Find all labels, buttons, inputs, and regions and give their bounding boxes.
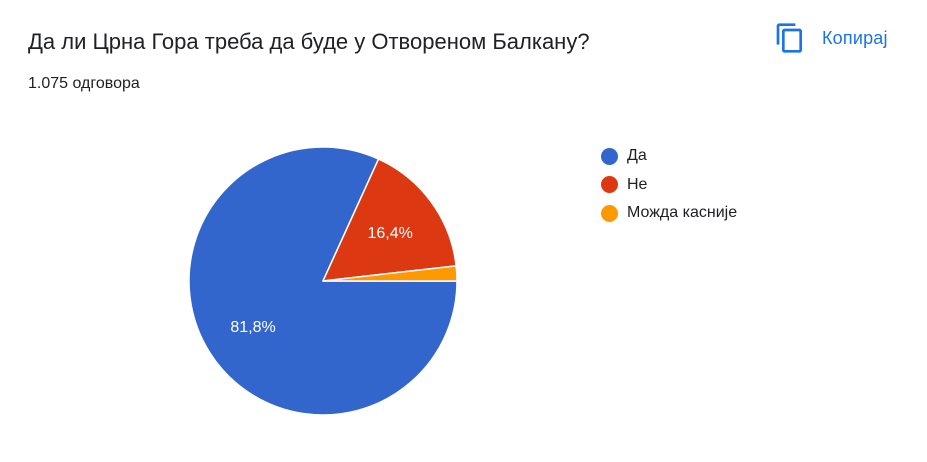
legend-swatch (601, 176, 618, 194)
response-count: 1.075 одговора (28, 75, 140, 92)
chart-legend: Да Не Можда касније (601, 142, 737, 228)
legend-label: Да (627, 147, 647, 165)
slice-label-1: 81,8% (230, 319, 275, 336)
legend-label: Можда касније (627, 204, 738, 222)
question-title: Да ли Црна Гора треба да буде у Отворено… (28, 29, 590, 54)
legend-item-2[interactable]: Не (601, 171, 737, 200)
pie-slice-3[interactable] (322, 265, 458, 282)
legend-item-3[interactable]: Можда касније (601, 199, 737, 228)
legend-item-1[interactable]: Да (601, 142, 737, 171)
pie-slice-2[interactable] (322, 158, 457, 282)
copy-button-label: Копирај (822, 27, 888, 48)
copy-button[interactable]: Копирај (774, 20, 888, 56)
slice-label-2: 16,4% (368, 225, 413, 242)
legend-swatch (601, 147, 618, 165)
copy-icon (776, 23, 802, 53)
legend-label: Не (627, 175, 648, 193)
legend-swatch (601, 204, 618, 222)
